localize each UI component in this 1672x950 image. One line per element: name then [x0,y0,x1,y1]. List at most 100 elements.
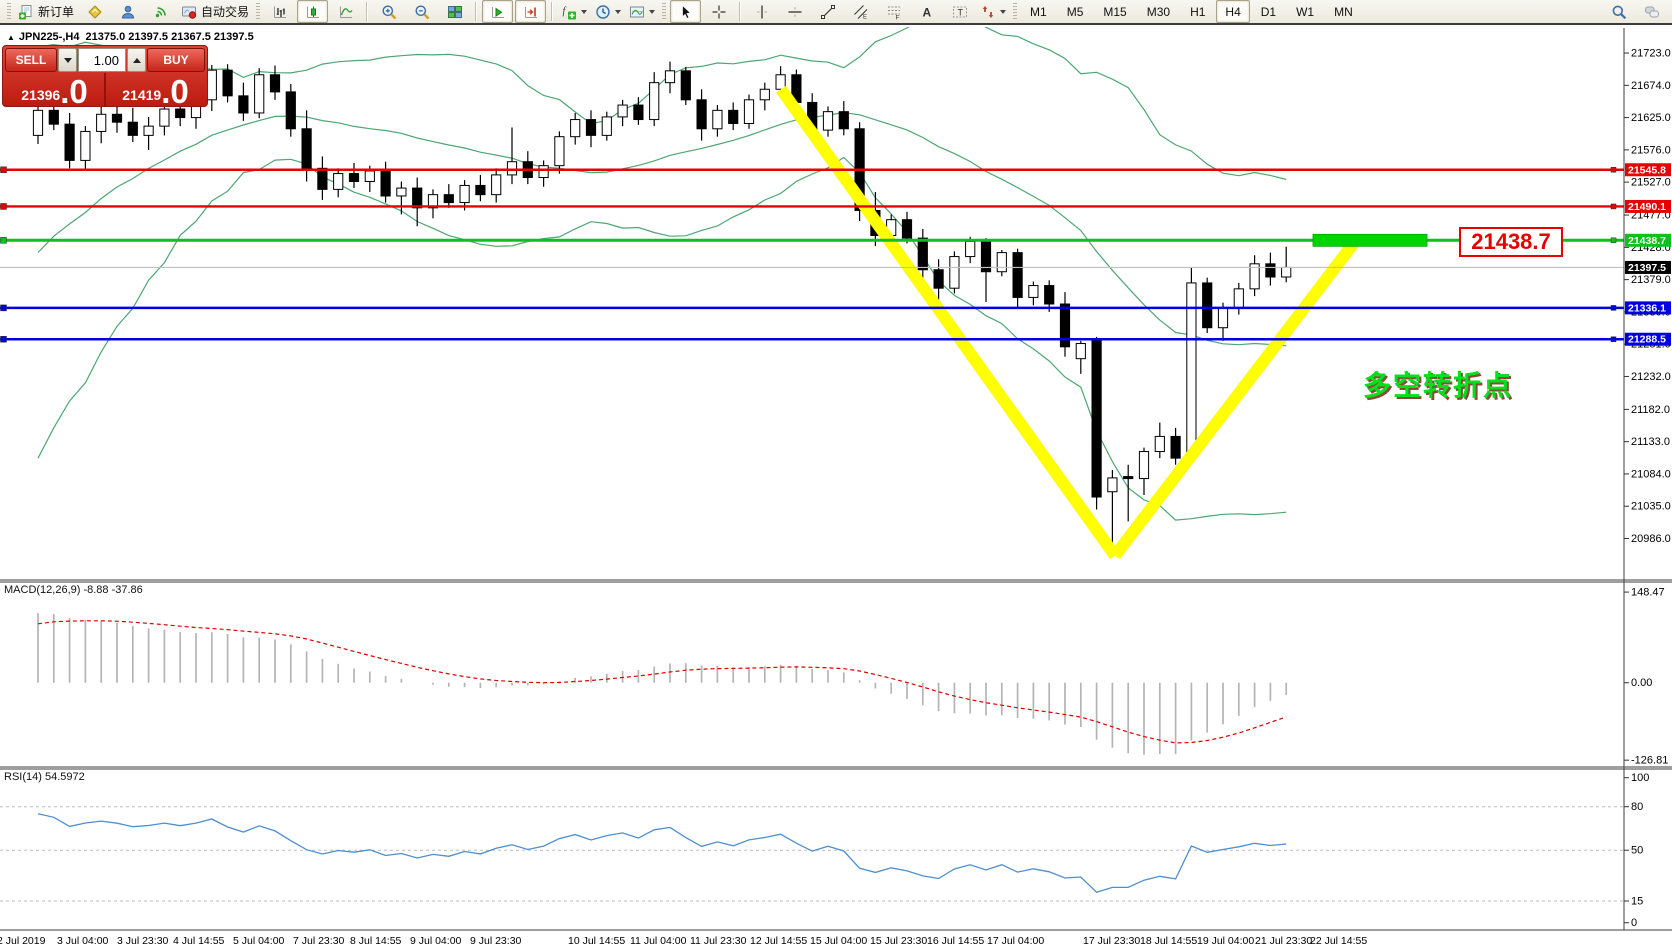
zoom-out-button[interactable] [406,0,437,23]
chevron-down-icon [1000,9,1007,14]
sell-price-main: 21396 [21,87,61,103]
horizontal-line-icon [787,4,803,20]
yellow-trendline[interactable] [776,85,1120,560]
bullish-candle [1138,451,1150,480]
yellow-trendline[interactable] [1110,239,1359,560]
candlestick-icon [305,4,321,20]
price-chip-21397.5 [1625,260,1671,274]
lot-increase-button[interactable] [127,48,146,72]
sell-price-display[interactable]: 21396.0 [5,73,106,108]
toolbar-grip-handle[interactable] [662,2,667,21]
chart-shift-button[interactable] [515,0,547,23]
chat-button[interactable] [1636,0,1667,23]
bearish-candle [301,128,312,169]
svg-text:21674.0: 21674.0 [1631,80,1671,92]
bullish-candle [427,194,439,209]
autotrading-button[interactable]: 自动交易 [178,0,252,23]
cursor-button[interactable] [670,0,702,23]
toolbar-grip-handle[interactable] [256,2,261,21]
crosshair-button[interactable] [703,0,734,23]
trendline-annotations [776,85,1359,560]
svg-text:T: T [957,7,963,17]
timeframe-mn-button[interactable]: MN [1325,0,1362,23]
timeframe-m15-button[interactable]: M15 [1094,0,1135,23]
bearish-candle [64,123,75,161]
signals-button[interactable] [145,0,176,23]
svg-text:21379.0: 21379.0 [1631,274,1671,286]
svg-text:9 Jul 04:00: 9 Jul 04:00 [410,935,462,947]
timeframe-m30-button[interactable]: M30 [1138,0,1179,23]
timeframe-h1-button[interactable]: H1 [1181,0,1214,23]
toolbar-grip-handle[interactable] [1013,2,1018,21]
new-object-button[interactable]: f [558,0,590,23]
lot-size-input[interactable] [78,48,126,72]
bearish-candle [838,111,849,130]
periods-button[interactable] [592,0,624,23]
timeframe-mn-button-label: MN [1334,4,1353,19]
bullish-candle [617,104,628,118]
one-click-trading-panel: SELL BUY 21396.0 21419.0 [2,45,208,110]
bearish-candle [269,74,281,93]
bullish-candle [775,74,786,90]
macd-axis[interactable]: 148.47 0.00 -126.81 [1624,587,1668,767]
bearish-candle [1123,476,1134,480]
lot-decrease-button[interactable] [58,48,77,72]
arrows-button[interactable] [977,0,1009,23]
trendline-button[interactable] [812,0,843,23]
toolbar-separator [551,2,554,21]
fibonacci-button[interactable]: F [878,0,909,23]
sell-button[interactable]: SELL [5,48,57,72]
vertical-line-button[interactable] [746,0,777,23]
svg-text:50: 50 [1631,845,1643,857]
zoom-in-button[interactable] [373,0,404,23]
timeframe-h4-button[interactable]: H4 [1216,0,1250,23]
zoom-out-icon [414,4,430,20]
price-axis[interactable]: 21723.021674.021625.021576.021527.021477… [1624,48,1671,545]
svg-text:21232.0: 21232.0 [1631,371,1671,383]
text-label-button[interactable]: T [944,0,975,23]
timeframe-m1-button[interactable]: M1 [1021,0,1056,23]
new-order-button[interactable]: 新订单 [15,0,77,23]
highlight-rectangle[interactable] [1312,233,1428,247]
svg-text:21084.0: 21084.0 [1631,468,1671,480]
horizontal-line-button[interactable] [779,0,810,23]
toolbar-grip-handle[interactable] [7,2,11,21]
new-order-icon [18,4,34,20]
buy-price-big-digit: .0 [161,72,189,110]
equidistant-channel-button[interactable]: E [845,0,876,23]
collapse-marker-icon[interactable]: ▲ [7,33,15,42]
line-chart-button[interactable] [330,0,361,23]
metaeditor-button[interactable] [79,0,110,23]
community-button[interactable] [112,0,143,23]
text-button[interactable]: A [911,0,942,23]
bearish-candle [1091,339,1102,498]
bullish-candle [965,240,976,258]
svg-text:21035.0: 21035.0 [1631,501,1671,513]
main-toolbar: 新订单 自动交易 f E F A T M1 M5 M15 M30 H1 H4 D1 W1 MN [0,0,1672,25]
bar-chart-button[interactable] [264,0,295,23]
time-axis[interactable]: 2 Jul 2019 3 Jul 04:00 3 Jul 23:30 4 Jul 14… [0,935,1367,947]
svg-text:F: F [895,14,899,20]
timeframe-m5-button[interactable]: M5 [1058,0,1093,23]
svg-text:22 Jul 14:55: 22 Jul 14:55 [1310,935,1367,947]
buy-button[interactable]: BUY [147,48,205,72]
bearish-candle [585,119,597,136]
chart-canvas[interactable]: 21723.021674.021625.021576.021527.021477… [0,27,1672,950]
bullish-candle [32,109,44,136]
bearish-candle [1265,263,1276,278]
buy-price-display[interactable]: 21419.0 [106,72,205,110]
timeframe-d1-button[interactable]: D1 [1252,0,1285,23]
bearish-candle [475,184,486,196]
tile-windows-button[interactable] [439,0,470,23]
timeframe-w1-button[interactable]: W1 [1287,0,1323,23]
bearish-candle [412,187,423,209]
rsi-axis[interactable]: 100 80 50 15 0 [1624,772,1649,929]
periods-clock-icon [595,4,611,20]
svg-text:0.00: 0.00 [1631,677,1652,689]
chevron-up-icon [132,57,141,63]
template-button[interactable] [626,0,658,23]
search-button[interactable] [1603,0,1634,23]
auto-scroll-button[interactable] [482,0,514,23]
candlestick-button[interactable] [297,0,329,23]
svg-text:11 Jul 23:30: 11 Jul 23:30 [690,935,747,947]
